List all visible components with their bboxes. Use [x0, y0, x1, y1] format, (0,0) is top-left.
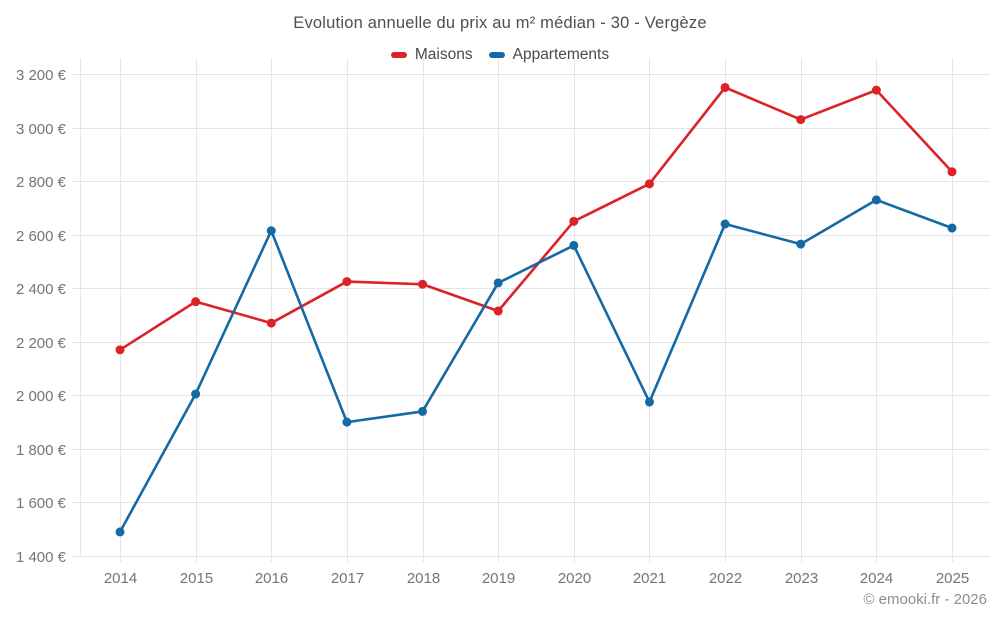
data-point-appartements-2015[interactable]	[191, 389, 201, 399]
svg-text:2017: 2017	[331, 570, 364, 587]
svg-text:3 000 €: 3 000 €	[16, 121, 67, 138]
legend-item-appartements[interactable]: Appartements	[488, 46, 610, 64]
svg-text:2025: 2025	[936, 570, 969, 587]
svg-text:2024: 2024	[860, 570, 893, 587]
svg-text:2016: 2016	[255, 570, 288, 587]
data-point-maisons-2022[interactable]	[720, 82, 730, 92]
svg-text:2022: 2022	[709, 570, 742, 587]
chart-title: Evolution annuelle du prix au m² médian …	[293, 14, 707, 32]
data-point-appartements-2018[interactable]	[418, 406, 428, 416]
appartements-color-swatch-icon	[488, 52, 505, 58]
data-point-maisons-2018[interactable]	[418, 279, 428, 289]
svg-text:2021: 2021	[633, 570, 666, 587]
svg-text:2020: 2020	[558, 570, 591, 587]
series-maisons	[115, 82, 957, 355]
data-point-appartements-2022[interactable]	[720, 219, 730, 229]
svg-text:2 000 €: 2 000 €	[16, 388, 67, 405]
maisons-color-swatch-icon	[390, 52, 407, 58]
svg-text:2019: 2019	[482, 570, 515, 587]
data-point-appartements-2019[interactable]	[493, 278, 503, 288]
svg-text:1 600 €: 1 600 €	[16, 495, 67, 512]
svg-text:2015: 2015	[180, 570, 213, 587]
svg-text:2018: 2018	[407, 570, 440, 587]
series-appartements	[115, 195, 957, 537]
svg-text:1 800 €: 1 800 €	[16, 442, 67, 459]
x-axis-labels: 2014 2015 2016 2017 2018 2019 2020 2021 2022 2023…	[104, 570, 969, 587]
svg-text:2 600 €: 2 600 €	[16, 228, 67, 245]
svg-text:2023: 2023	[785, 570, 818, 587]
data-point-appartements-2024[interactable]	[871, 195, 881, 205]
legend-item-maisons[interactable]: Maisons	[390, 46, 473, 64]
data-point-appartements-2017[interactable]	[342, 417, 352, 427]
data-point-appartements-2023[interactable]	[796, 239, 806, 249]
legend-label-maisons: Maisons	[414, 46, 473, 63]
data-point-maisons-2020[interactable]	[569, 216, 579, 226]
data-point-maisons-2017[interactable]	[342, 277, 352, 287]
data-point-maisons-2019[interactable]	[493, 306, 503, 316]
svg-text:2 800 €: 2 800 €	[16, 174, 67, 191]
data-point-maisons-2024[interactable]	[871, 85, 881, 95]
chart-legend: Maisons Appartements	[0, 46, 1000, 64]
copyright-notice: © emooki.fr - 2026	[863, 591, 987, 608]
data-point-maisons-2014[interactable]	[115, 345, 125, 355]
data-point-appartements-2020[interactable]	[569, 240, 579, 250]
grid-lines	[72, 58, 990, 562]
data-point-appartements-2021[interactable]	[644, 397, 654, 407]
svg-text:3 200 €: 3 200 €	[16, 67, 67, 84]
data-point-maisons-2025[interactable]	[947, 167, 957, 177]
data-point-maisons-2016[interactable]	[266, 318, 276, 328]
svg-text:2014: 2014	[104, 570, 137, 587]
legend-label-appartements: Appartements	[512, 46, 610, 63]
data-point-appartements-2014[interactable]	[115, 527, 125, 537]
data-point-appartements-2016[interactable]	[266, 226, 276, 236]
svg-text:2 400 €: 2 400 €	[16, 281, 67, 298]
svg-text:2 200 €: 2 200 €	[16, 335, 67, 352]
data-point-maisons-2021[interactable]	[644, 179, 654, 189]
data-point-maisons-2015[interactable]	[191, 297, 201, 307]
y-axis-labels: 1 400 € 1 600 € 1 800 € 2 000 € 2 200 € 2 400…	[16, 67, 67, 566]
svg-text:1 400 €: 1 400 €	[16, 549, 67, 566]
data-point-appartements-2025[interactable]	[947, 223, 957, 233]
data-point-maisons-2023[interactable]	[796, 115, 806, 125]
